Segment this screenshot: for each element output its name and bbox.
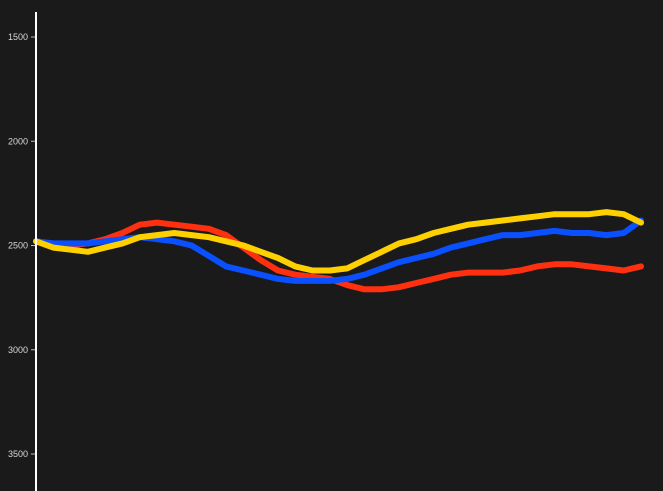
y-tick-label: 2000: [8, 136, 28, 146]
y-tick-label: 1500: [8, 32, 28, 42]
y-tick-label: 3000: [8, 345, 28, 355]
y-tick-label: 3500: [8, 449, 28, 459]
series-lines: [33, 209, 644, 293]
y-tick-label: 2500: [8, 241, 28, 251]
series-line-3: [33, 209, 644, 274]
